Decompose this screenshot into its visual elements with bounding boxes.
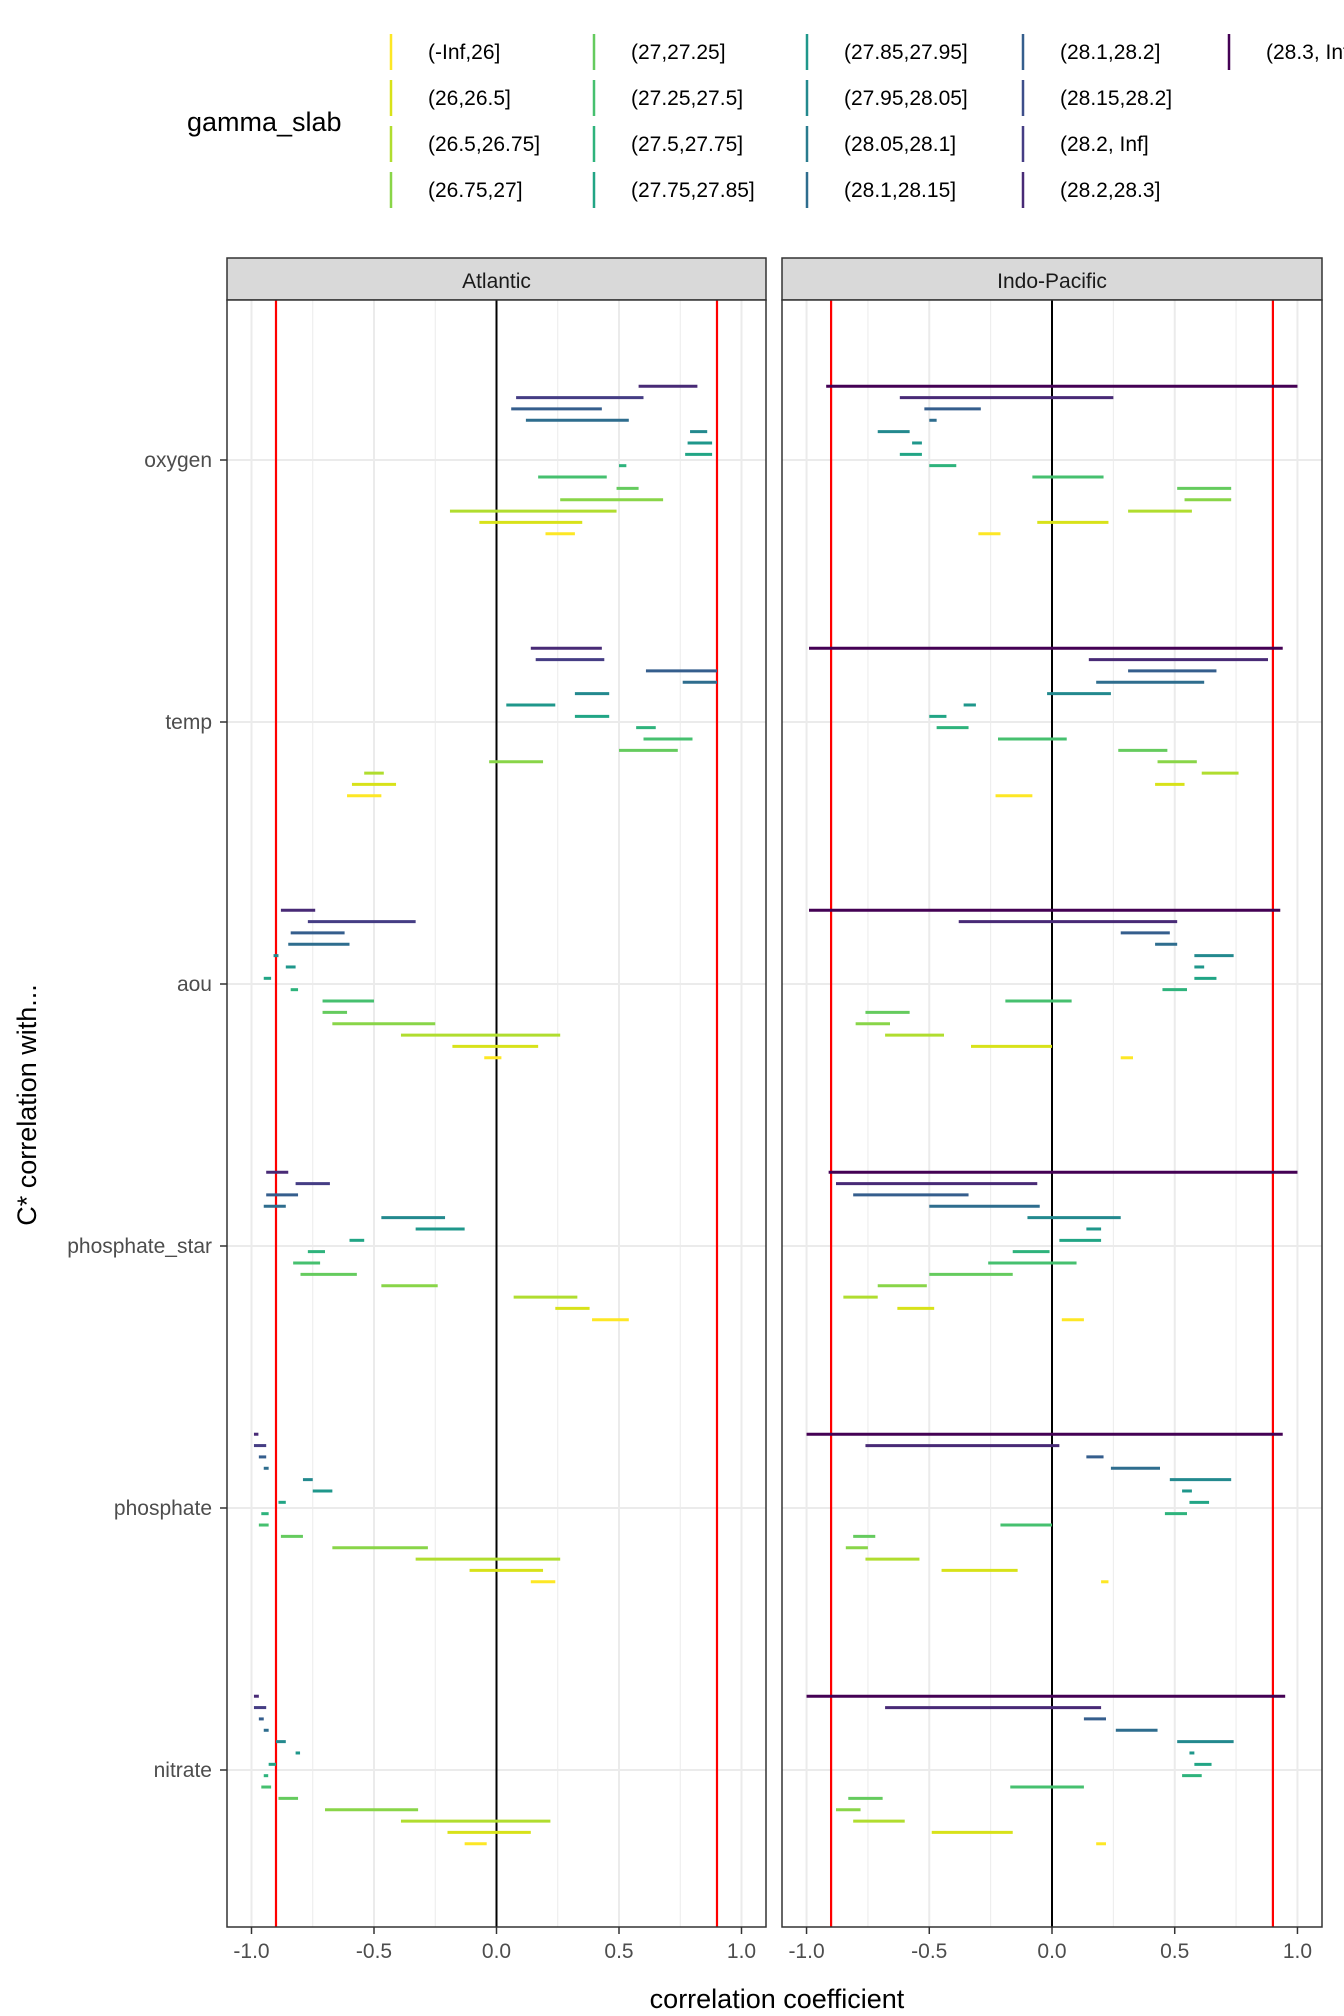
legend-item-28-05-28-1: (28.05,28.1] bbox=[805, 126, 956, 162]
legend-label: (27.85,27.95] bbox=[844, 41, 968, 64]
x-tick-label: -0.5 bbox=[356, 1940, 392, 1963]
legend-label: (26.5,26.75] bbox=[428, 133, 540, 156]
legend-label: (28.05,28.1] bbox=[844, 133, 956, 156]
facet-label: Indo-Pacific bbox=[997, 270, 1107, 293]
legend-title: gamma_slab bbox=[187, 107, 342, 137]
panel-indo-pacific: Indo-Pacific -1.0 -0.5 0.0 0.5 1.0 bbox=[781, 257, 1323, 1963]
panel-atlantic: Atlantic -1.0 -0.5 0.0 0.5 1.0 bbox=[226, 257, 767, 1963]
legend-item-28-1-28-15: (28.1,28.15] bbox=[805, 172, 956, 208]
x-tick-label: 1.0 bbox=[727, 1940, 756, 1963]
y-tick-label-temp: temp bbox=[165, 711, 212, 734]
legend-item-28-15-28-2: (28.15,28.2] bbox=[1021, 80, 1172, 116]
x-tick-label: -1.0 bbox=[233, 1940, 269, 1963]
y-tick-label-aou: aou bbox=[177, 973, 212, 996]
x-tick-label: 0.0 bbox=[482, 1940, 511, 1963]
y-tick-label-phosphate: phosphate bbox=[114, 1497, 212, 1520]
legend-label: (28.1,28.2] bbox=[1060, 41, 1160, 64]
legend-label: (27.95,28.05] bbox=[844, 87, 968, 110]
x-tick-label: -1.0 bbox=[788, 1940, 824, 1963]
x-axis-title: correlation coefficient bbox=[650, 1984, 905, 2014]
y-axis: oxygen temp aou phosphate_star phosphate nitr… bbox=[67, 449, 227, 1782]
legend-item-27-5-27-75: (27.5,27.75] bbox=[592, 126, 743, 162]
legend-label: (27.25,27.5] bbox=[631, 87, 743, 110]
x-tick-label: 0.5 bbox=[1160, 1940, 1189, 1963]
legend-item-28-3-inf: (28.3, Inf] bbox=[1227, 34, 1344, 70]
legend-item-26-26-5: (26,26.5] bbox=[389, 80, 511, 116]
y-tick-label-oxygen: oxygen bbox=[144, 449, 212, 472]
y-tick-label-nitrate: nitrate bbox=[154, 1759, 212, 1782]
legend-label: (27.75,27.85] bbox=[631, 179, 755, 202]
facet-strip bbox=[781, 257, 1323, 301]
legend-label: (27.5,27.75] bbox=[631, 133, 743, 156]
legend-label: (27,27.25] bbox=[631, 41, 726, 64]
legend-item-28-2-inf: (28.2, Inf] bbox=[1021, 126, 1149, 162]
x-tick-label: -0.5 bbox=[911, 1940, 947, 1963]
legend-label: (-Inf,26] bbox=[428, 41, 500, 64]
legend-item-27-25-27-5: (27.25,27.5] bbox=[592, 80, 743, 116]
legend-label: (26.75,27] bbox=[428, 179, 523, 202]
legend-item-27-85-27-95: (27.85,27.95] bbox=[805, 34, 968, 70]
facet-strip bbox=[226, 257, 767, 301]
legend-label: (28.1,28.15] bbox=[844, 179, 956, 202]
legend-item-27-27-25: (27,27.25] bbox=[592, 34, 726, 70]
legend: gamma_slab (-Inf,26] (26,26.5] (26.5,26.75… bbox=[187, 34, 1344, 208]
legend-item-28-1-28-2: (28.1,28.2] bbox=[1021, 34, 1160, 70]
legend-label: (28.15,28.2] bbox=[1060, 87, 1172, 110]
legend-item-inf-26: (-Inf,26] bbox=[389, 34, 500, 70]
legend-item-28-2-28-3: (28.2,28.3] bbox=[1021, 172, 1160, 208]
legend-label: (28.3, Inf] bbox=[1266, 41, 1344, 64]
legend-label: (28.2,28.3] bbox=[1060, 179, 1160, 202]
y-axis-title: C* correlation with... bbox=[12, 984, 42, 1226]
facet-label: Atlantic bbox=[462, 270, 531, 293]
legend-item-27-75-27-85: (27.75,27.85] bbox=[592, 172, 755, 208]
x-tick-label: 0.0 bbox=[1037, 1940, 1066, 1963]
x-tick-label: 0.5 bbox=[604, 1940, 633, 1963]
legend-item-26-75-27: (26.75,27] bbox=[389, 172, 523, 208]
legend-item-26-5-26-75: (26.5,26.75] bbox=[389, 126, 540, 162]
legend-item-27-95-28-05: (27.95,28.05] bbox=[805, 80, 968, 116]
legend-label: (26,26.5] bbox=[428, 87, 511, 110]
y-tick-label-phosphate-star: phosphate_star bbox=[67, 1235, 212, 1258]
x-tick-label: 1.0 bbox=[1283, 1940, 1312, 1963]
legend-label: (28.2, Inf] bbox=[1060, 133, 1149, 156]
